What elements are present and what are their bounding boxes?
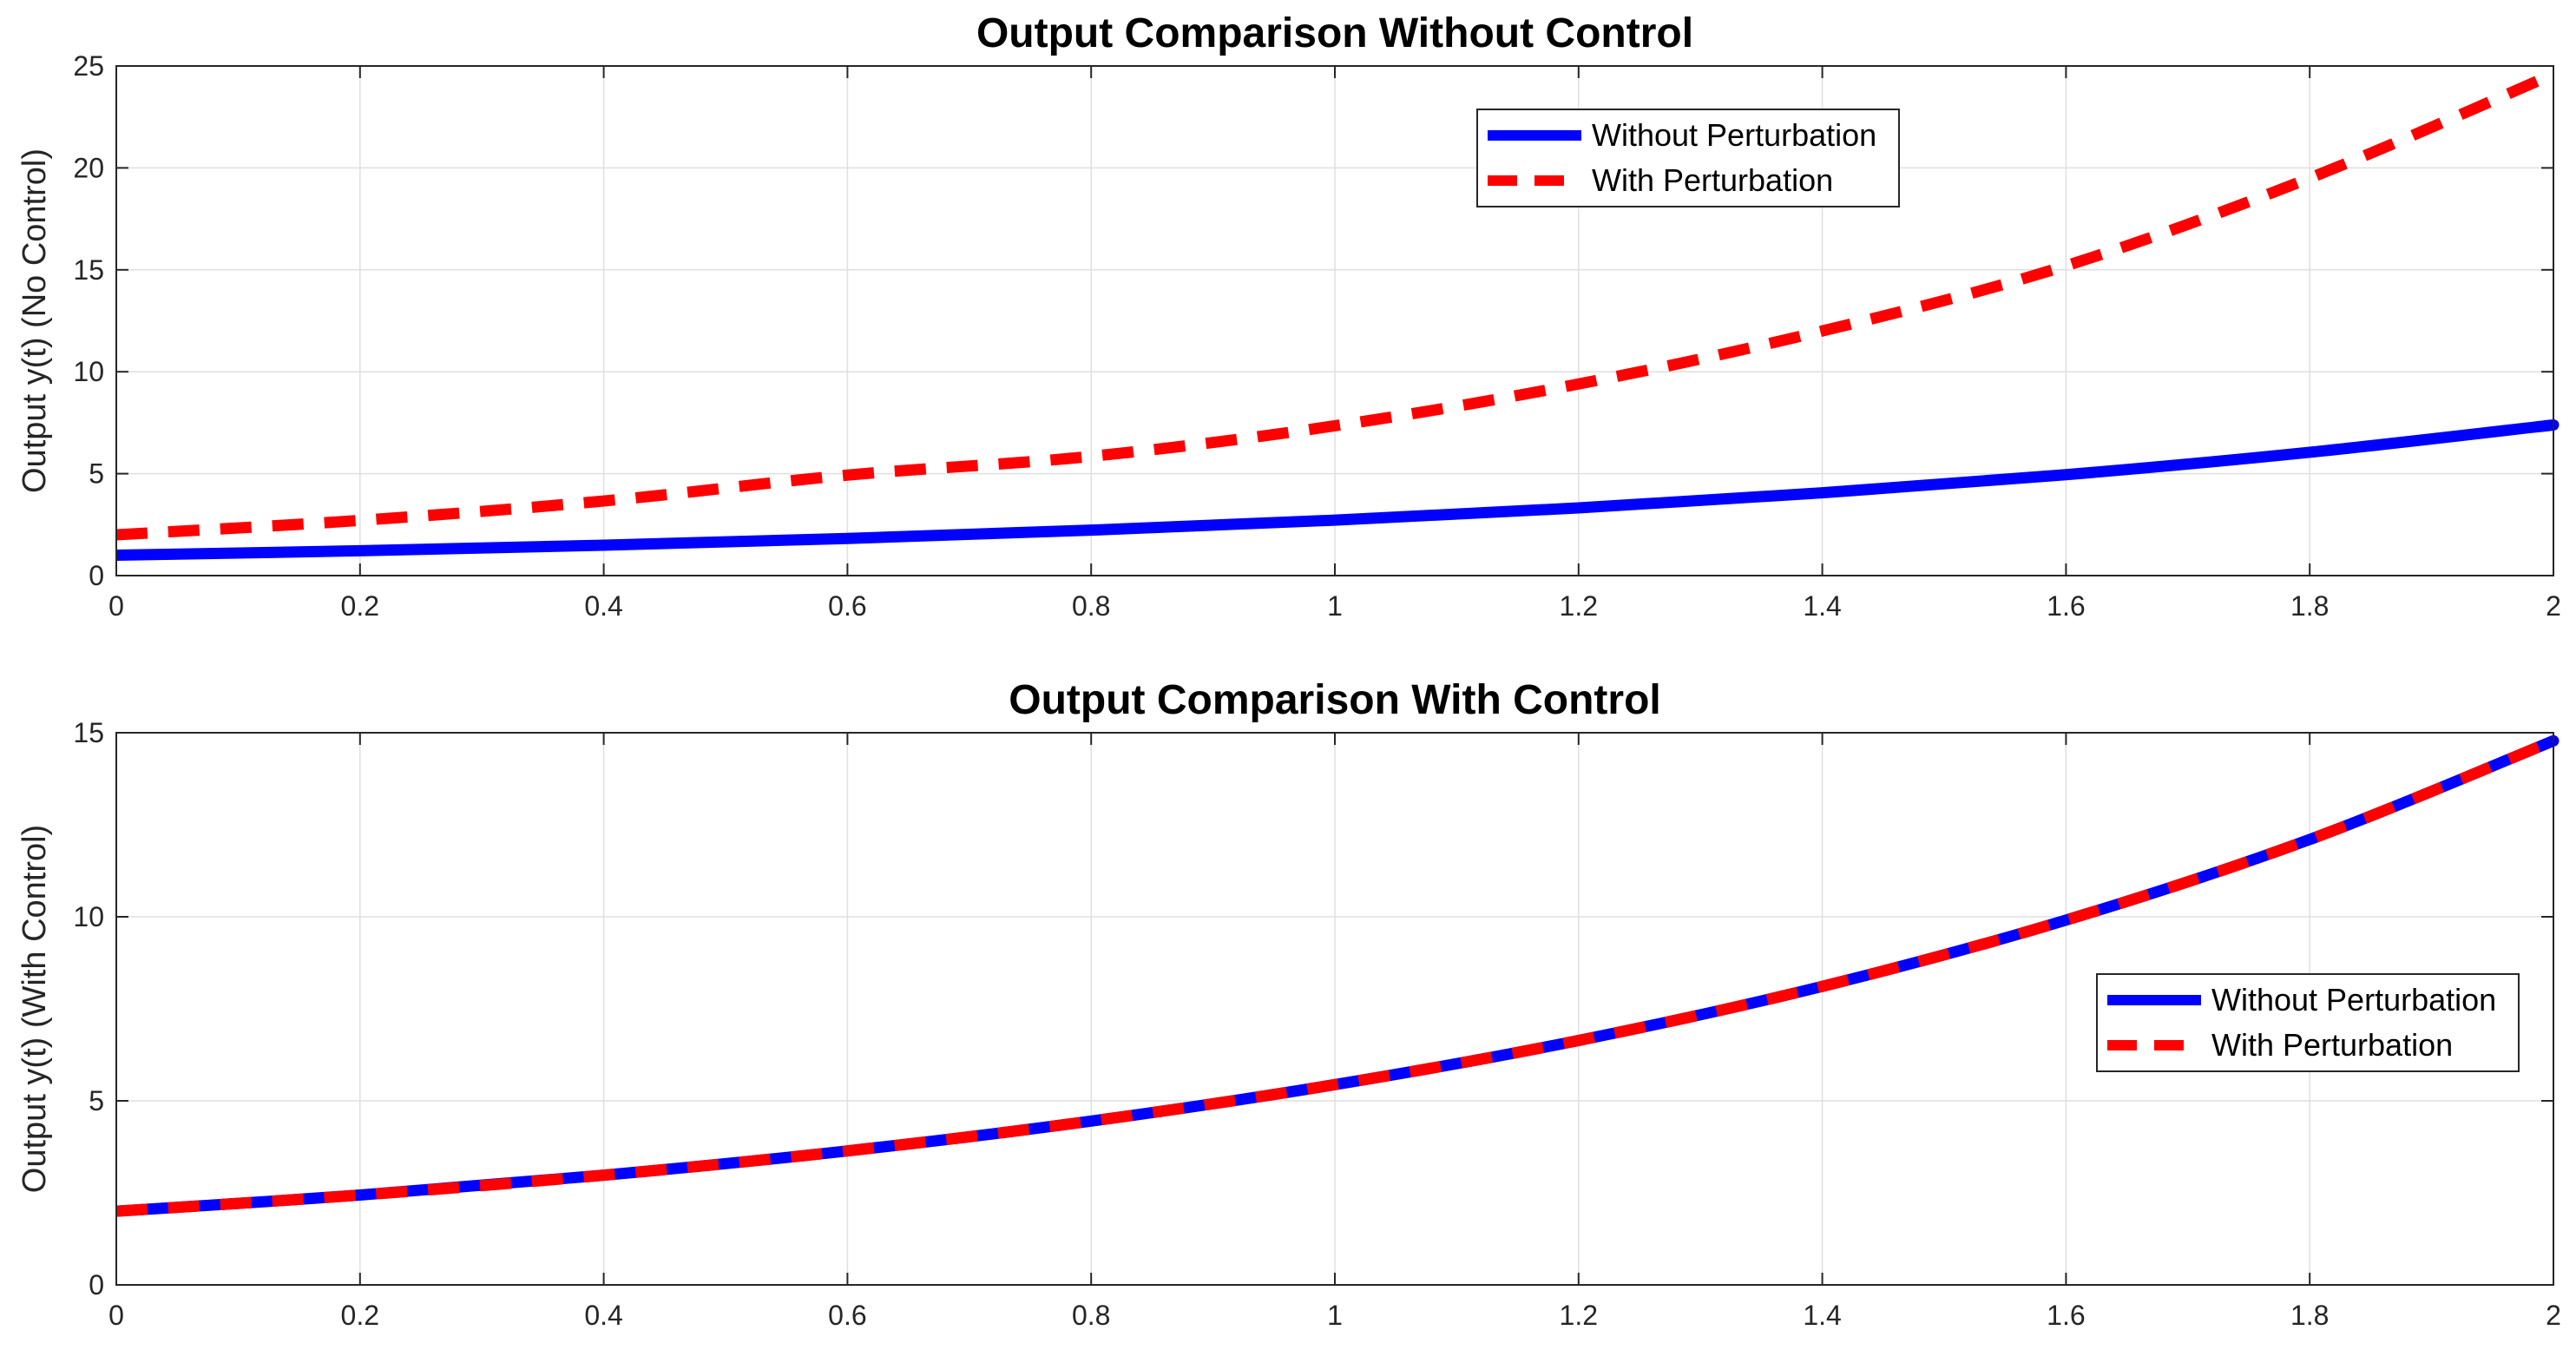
legend-label: Without Perturbation	[2211, 982, 2496, 1017]
x-tick-label: 2	[2546, 590, 2561, 622]
legend-box	[1476, 109, 1900, 207]
chart-title: Output Comparison With Control	[1009, 677, 1660, 723]
x-tick-label: 1.6	[2047, 1300, 2085, 1331]
x-tick-label: 1.2	[1560, 590, 1598, 622]
y-tick-label: 5	[89, 1085, 104, 1116]
x-tick-label: 2	[2546, 1300, 2561, 1331]
x-tick-label: 0.6	[828, 1300, 866, 1331]
legend: Without Perturbation With Perturbation	[1476, 109, 1900, 207]
x-tick-label: 0.4	[584, 1300, 622, 1331]
legend: Without Perturbation With Perturbation	[2096, 973, 2520, 1072]
x-tick-label: 1.8	[2290, 590, 2329, 622]
series-line-without-perturbation	[116, 418, 2560, 562]
x-tick-label: 1.2	[1560, 1300, 1598, 1331]
chart-panel-1: 0 0.2 0.4 0.6 0.8 1 1.2 1.4 1.6 1.8 20510152025Out…	[16, 10, 2561, 622]
x-tick-label: 0.8	[1072, 590, 1110, 622]
y-tick-label: 15	[73, 254, 104, 286]
y-tick-label: 0	[89, 560, 104, 591]
x-tick-label: 1.4	[1803, 1300, 1841, 1331]
y-axis-label: Output y(t) (With Control)	[16, 825, 53, 1193]
series-line-with-perturbation	[116, 735, 2556, 1217]
x-tick-label: 1	[1327, 590, 1343, 622]
y-tick-label: 20	[73, 152, 104, 183]
x-tick-label: 1.4	[1803, 590, 1841, 622]
y-tick-label: 25	[73, 50, 104, 82]
x-tick-label: 1.8	[2290, 1300, 2329, 1331]
legend-box	[2096, 973, 2520, 1072]
y-tick-label: 10	[73, 901, 104, 932]
x-tick-label: 1	[1327, 1300, 1343, 1331]
legend-label: With Perturbation	[1592, 162, 1833, 198]
chart-title: Output Comparison Without Control	[976, 10, 1693, 56]
chart-panel-2: 0 0.2 0.4 0.6 0.8 1 1.2 1.4 1.6 1.8 2 0 5 10 15 Output …	[16, 677, 2561, 1331]
y-tick-label: 0	[89, 1269, 104, 1301]
legend-label: With Perturbation	[2211, 1027, 2453, 1063]
x-tick-label: 0	[108, 590, 124, 622]
legend-label: Without Perturbation	[1592, 117, 1876, 153]
y-tick-label: 15	[73, 717, 104, 748]
y-tick-label: 10	[73, 356, 104, 387]
x-tick-label: 0.4	[584, 590, 622, 622]
x-tick-label: 1.6	[2047, 590, 2085, 622]
y-axis-label: Output y(t) (No Control)	[16, 148, 53, 493]
x-tick-label: 0	[108, 1300, 124, 1331]
x-tick-label: 0.2	[341, 1300, 379, 1331]
series-line-with-perturbation	[116, 69, 2556, 541]
x-tick-label: 0.8	[1072, 1300, 1110, 1331]
x-tick-label: 0.2	[341, 590, 379, 622]
y-tick-label: 5	[89, 458, 104, 490]
x-tick-label: 0.6	[828, 590, 866, 622]
